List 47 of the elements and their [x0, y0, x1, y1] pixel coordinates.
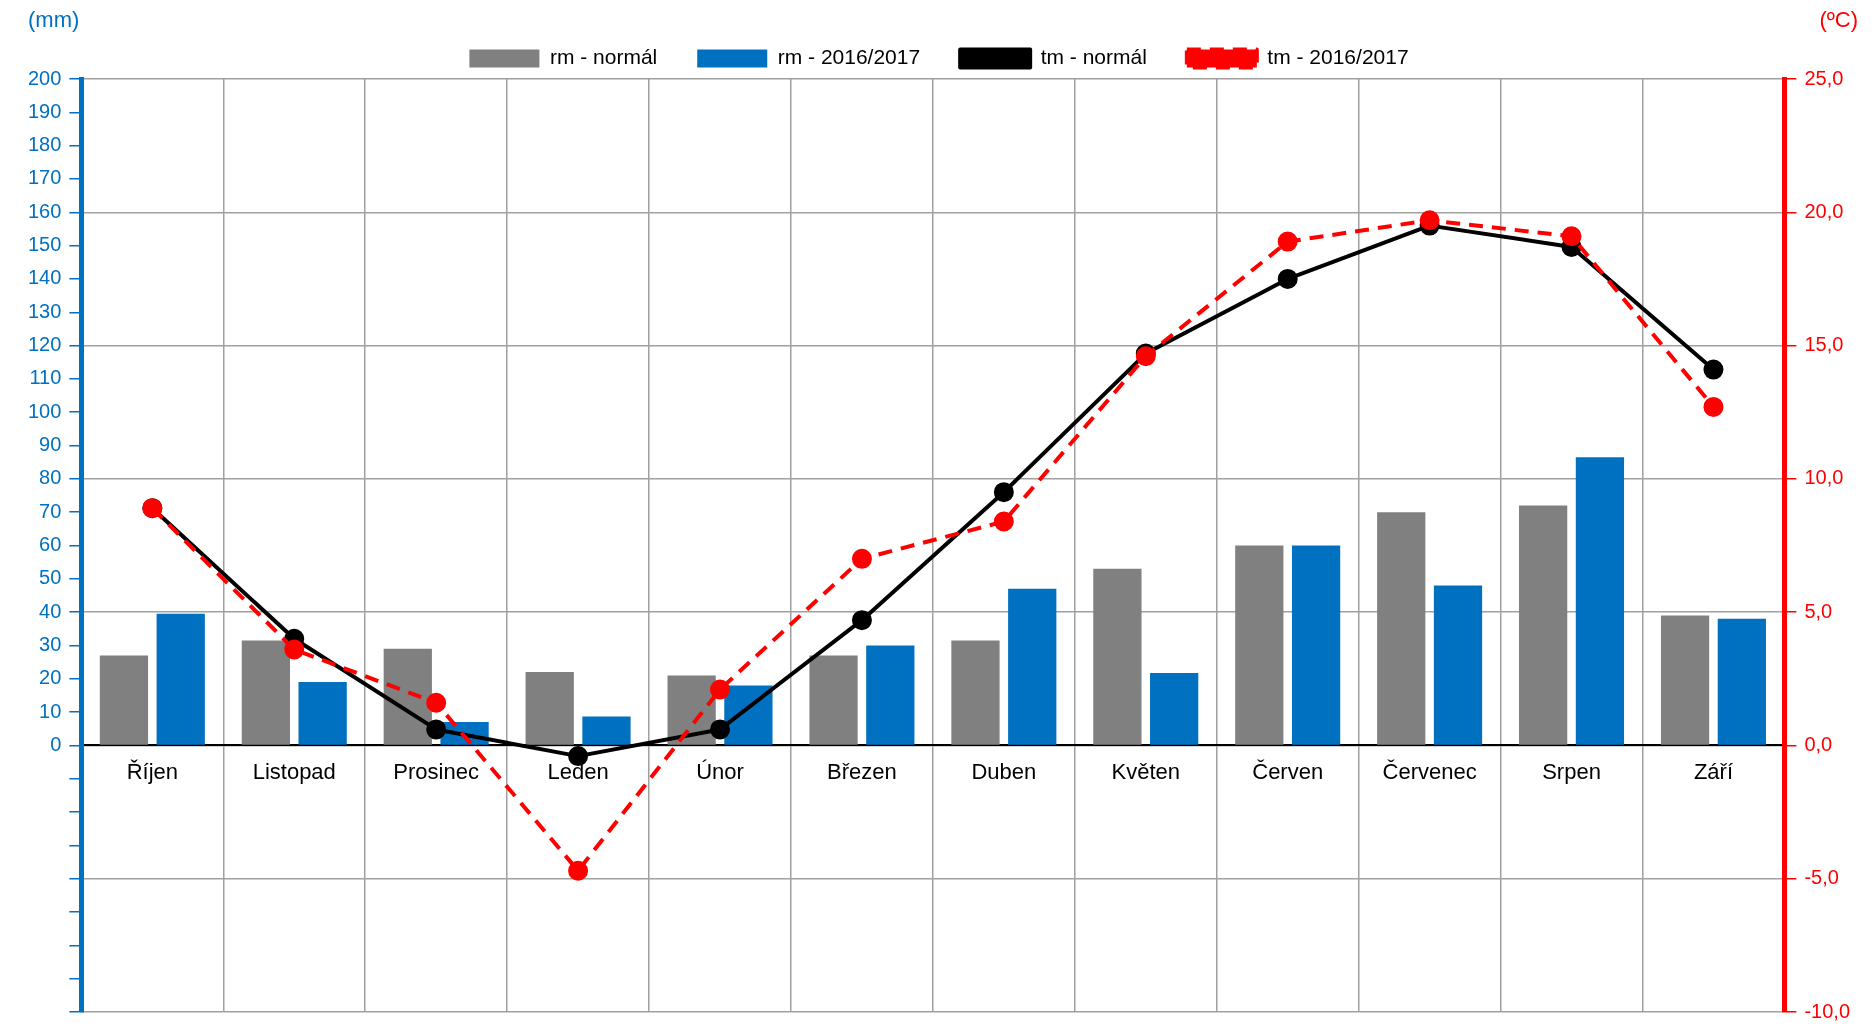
y-tick-label: 70: [39, 499, 62, 522]
y-tick-label: 100: [27, 399, 62, 422]
y-tick-label: 90: [39, 433, 62, 456]
y-tick-label: 10: [39, 699, 62, 722]
legend-label: rm - normál: [549, 45, 658, 69]
y-tick-label: 20: [39, 666, 62, 689]
y2-tick-label: -10,0: [1804, 999, 1851, 1022]
y-tick-label: 120: [27, 333, 62, 356]
x-tick-label: Červen: [1252, 758, 1324, 784]
y-tick-label: 0: [50, 732, 62, 755]
y-tick-label: 110: [29, 366, 62, 389]
y-tick-label: 30: [39, 632, 62, 655]
y-tick-label: 200: [27, 66, 62, 89]
x-tick-label: Říjen: [126, 758, 179, 784]
y-tick-label: 170: [27, 166, 62, 189]
x-tick-label: Prosinec: [393, 758, 479, 784]
y2-tick-label: 0,0: [1804, 732, 1833, 755]
y-tick-label: 190: [27, 99, 62, 122]
x-tick-label: Listopad: [252, 758, 336, 784]
y2-tick-label: -5,0: [1804, 866, 1839, 889]
x-tick-label: Duben: [971, 758, 1037, 784]
x-tick-label: Květen: [1111, 758, 1181, 784]
y-tick-label: 150: [27, 233, 62, 256]
y-tick-label: 50: [39, 566, 62, 589]
y2-axis-title: (ºC): [1819, 7, 1858, 33]
legend-label: tm - 2016/2017: [1267, 45, 1409, 69]
y-tick-label: 180: [27, 133, 62, 156]
y-axis-title: (mm): [28, 7, 80, 33]
y2-tick-label: 15,0: [1804, 333, 1844, 356]
x-tick-label: Srpen: [1542, 758, 1601, 784]
y2-tick-label: 25,0: [1804, 66, 1844, 89]
y-tick-label: 130: [27, 299, 62, 322]
x-tick-label: Leden: [547, 758, 609, 784]
legend-label: rm - 2016/2017: [777, 45, 921, 69]
y-tick-label: 40: [39, 599, 62, 622]
x-tick-label: Červenec: [1382, 758, 1477, 784]
y-tick-label: 140: [27, 266, 62, 289]
x-tick-label: Únor: [696, 758, 744, 784]
y-tick-label: 160: [27, 199, 62, 222]
x-tick-label: Březen: [827, 758, 897, 784]
y2-tick-label: 10,0: [1804, 466, 1844, 489]
legend-label: tm - normál: [1040, 45, 1147, 69]
x-tick-label: Září: [1693, 758, 1734, 784]
y-tick-label: 80: [39, 466, 62, 489]
y-tick-label: 60: [39, 533, 62, 556]
y2-tick-label: 20,0: [1804, 199, 1844, 222]
y2-tick-label: 5,0: [1804, 599, 1833, 622]
